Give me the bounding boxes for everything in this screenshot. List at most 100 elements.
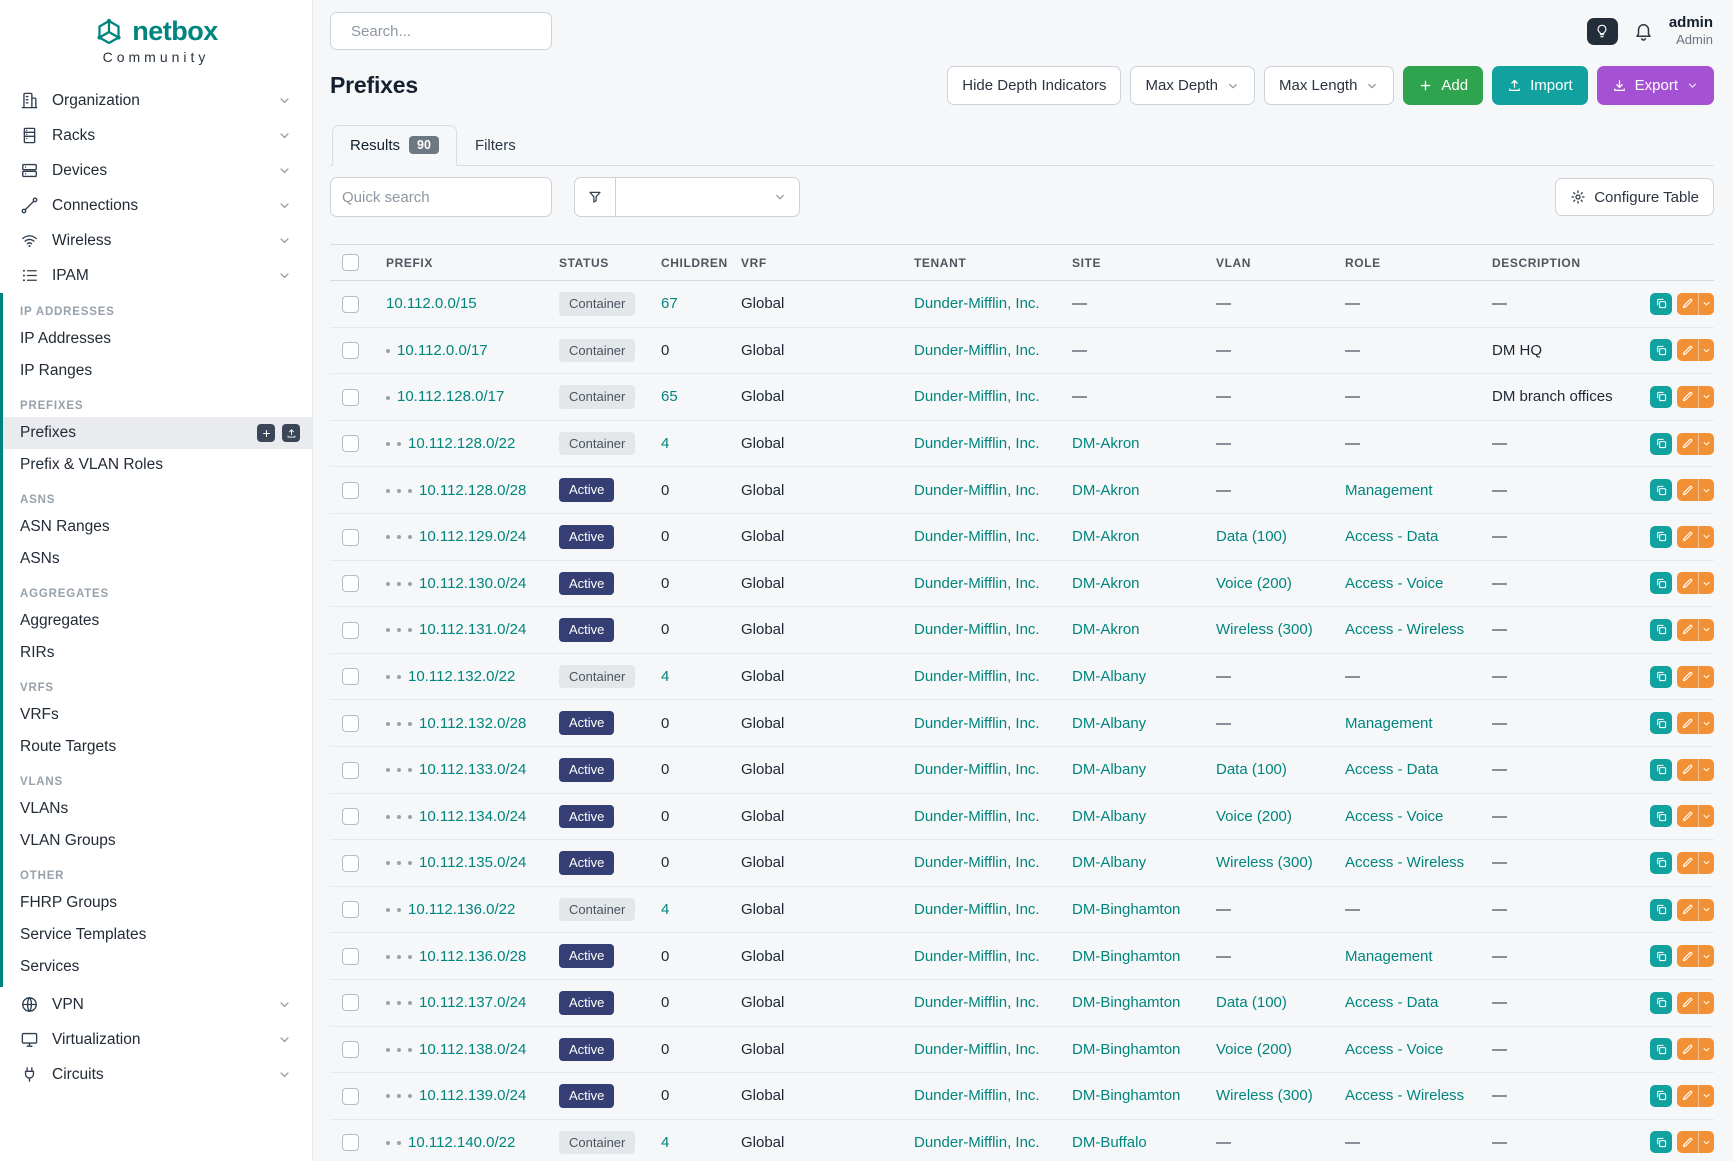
tenant-link[interactable]: Dunder-Mifflin, Inc. bbox=[914, 341, 1040, 359]
site-link[interactable]: DM-Akron bbox=[1072, 435, 1140, 453]
filter-button[interactable] bbox=[574, 177, 616, 217]
export-button[interactable]: Export bbox=[1596, 66, 1714, 105]
sidebar-item-circuits[interactable]: Circuits bbox=[0, 1057, 312, 1092]
sidebar-item-services[interactable]: Services bbox=[3, 951, 312, 983]
site-link[interactable]: DM-Buffalo bbox=[1072, 1133, 1147, 1151]
tenant-link[interactable]: Dunder-Mifflin, Inc. bbox=[914, 714, 1040, 732]
row-checkbox[interactable] bbox=[342, 435, 359, 453]
site-link[interactable]: DM-Binghamton bbox=[1072, 994, 1181, 1012]
tenant-link[interactable]: Dunder-Mifflin, Inc. bbox=[914, 621, 1040, 639]
sidebar-item-connections[interactable]: Connections bbox=[0, 188, 312, 223]
column-header-vrf[interactable]: VRF bbox=[731, 244, 904, 281]
role-link[interactable]: Access - Data bbox=[1345, 994, 1439, 1012]
edit-button[interactable] bbox=[1677, 898, 1698, 921]
sidebar-item-devices[interactable]: Devices bbox=[0, 153, 312, 188]
edit-dropdown-button[interactable] bbox=[1698, 618, 1714, 641]
vlan-link[interactable]: Voice (200) bbox=[1216, 807, 1292, 825]
children-count-link[interactable]: 4 bbox=[661, 901, 670, 919]
site-link[interactable]: DM-Binghamton bbox=[1072, 1087, 1181, 1105]
site-link[interactable]: DM-Albany bbox=[1072, 854, 1147, 872]
edit-dropdown-button[interactable] bbox=[1698, 572, 1714, 595]
tenant-link[interactable]: Dunder-Mifflin, Inc. bbox=[914, 994, 1040, 1012]
site-link[interactable]: DM-Binghamton bbox=[1072, 947, 1181, 965]
role-link[interactable]: Management bbox=[1345, 714, 1433, 732]
sidebar-item-aggregates[interactable]: Aggregates bbox=[3, 605, 312, 637]
edit-button[interactable] bbox=[1677, 712, 1698, 735]
prefix-link[interactable]: 10.112.0.0/17 bbox=[397, 341, 488, 359]
vlan-link[interactable]: Voice (200) bbox=[1216, 1040, 1292, 1058]
row-checkbox[interactable] bbox=[342, 621, 359, 639]
site-link[interactable]: DM-Albany bbox=[1072, 714, 1147, 732]
tab-results[interactable]: Results 90 bbox=[332, 125, 457, 166]
site-link[interactable]: DM-Albany bbox=[1072, 668, 1147, 686]
tenant-link[interactable]: Dunder-Mifflin, Inc. bbox=[914, 1133, 1040, 1151]
row-checkbox[interactable] bbox=[342, 714, 359, 732]
saved-filter-select[interactable] bbox=[616, 177, 800, 217]
edit-button[interactable] bbox=[1677, 572, 1698, 595]
edit-dropdown-button[interactable] bbox=[1698, 479, 1714, 502]
vlan-link[interactable]: Data (100) bbox=[1216, 761, 1287, 779]
site-link[interactable]: DM-Akron bbox=[1072, 481, 1140, 499]
edit-button[interactable] bbox=[1677, 432, 1698, 455]
row-checkbox[interactable] bbox=[342, 994, 359, 1012]
clone-button[interactable] bbox=[1650, 945, 1672, 968]
vlan-link[interactable]: Wireless (300) bbox=[1216, 621, 1313, 639]
tenant-link[interactable]: Dunder-Mifflin, Inc. bbox=[914, 854, 1040, 872]
children-count-link[interactable]: 4 bbox=[661, 668, 670, 686]
prefix-link[interactable]: 10.112.131.0/24 bbox=[419, 621, 527, 639]
edit-dropdown-button[interactable] bbox=[1698, 1131, 1714, 1154]
user-menu[interactable]: admin Admin bbox=[1669, 14, 1713, 48]
quick-search[interactable] bbox=[330, 177, 552, 217]
sidebar-item-vlan-groups[interactable]: VLAN Groups bbox=[3, 825, 312, 857]
brand[interactable]: netbox Community bbox=[0, 0, 312, 75]
sidebar-item-vrfs[interactable]: VRFs bbox=[3, 699, 312, 731]
edit-dropdown-button[interactable] bbox=[1698, 339, 1714, 362]
edit-dropdown-button[interactable] bbox=[1698, 758, 1714, 781]
edit-dropdown-button[interactable] bbox=[1698, 665, 1714, 688]
quick-import-button[interactable] bbox=[282, 424, 300, 442]
row-checkbox[interactable] bbox=[342, 528, 359, 546]
tenant-link[interactable]: Dunder-Mifflin, Inc. bbox=[914, 1040, 1040, 1058]
prefix-link[interactable]: 10.112.130.0/24 bbox=[419, 574, 527, 592]
row-checkbox[interactable] bbox=[342, 854, 359, 872]
tenant-link[interactable]: Dunder-Mifflin, Inc. bbox=[914, 528, 1040, 546]
row-checkbox[interactable] bbox=[342, 388, 359, 406]
edit-button[interactable] bbox=[1677, 618, 1698, 641]
row-checkbox[interactable] bbox=[342, 808, 359, 826]
sidebar-item-ip-ranges[interactable]: IP Ranges bbox=[3, 355, 312, 387]
hide-depth-indicators-button[interactable]: Hide Depth Indicators bbox=[947, 66, 1122, 105]
prefix-link[interactable]: 10.112.129.0/24 bbox=[419, 528, 527, 546]
column-header-status[interactable]: STATUS bbox=[549, 244, 651, 281]
tenant-link[interactable]: Dunder-Mifflin, Inc. bbox=[914, 947, 1040, 965]
vlan-link[interactable]: Wireless (300) bbox=[1216, 854, 1313, 872]
role-link[interactable]: Management bbox=[1345, 481, 1433, 499]
vlan-link[interactable]: Data (100) bbox=[1216, 994, 1287, 1012]
import-button[interactable]: Import bbox=[1492, 66, 1588, 105]
tenant-link[interactable]: Dunder-Mifflin, Inc. bbox=[914, 295, 1040, 313]
site-link[interactable]: DM-Akron bbox=[1072, 621, 1140, 639]
column-header-children[interactable]: CHILDREN bbox=[651, 244, 731, 281]
theme-toggle-button[interactable] bbox=[1586, 17, 1618, 45]
row-checkbox[interactable] bbox=[342, 575, 359, 593]
edit-button[interactable] bbox=[1677, 292, 1698, 315]
role-link[interactable]: Access - Data bbox=[1345, 528, 1439, 546]
edit-dropdown-button[interactable] bbox=[1698, 805, 1714, 828]
edit-dropdown-button[interactable] bbox=[1698, 1084, 1714, 1107]
sidebar-item-prefix-vlan-roles[interactable]: Prefix & VLAN Roles bbox=[3, 449, 312, 481]
clone-button[interactable] bbox=[1650, 991, 1672, 1014]
sidebar-item-ip-addresses[interactable]: IP Addresses bbox=[3, 323, 312, 355]
vlan-link[interactable]: Data (100) bbox=[1216, 528, 1287, 546]
clone-button[interactable] bbox=[1650, 618, 1672, 641]
sidebar-item-wireless[interactable]: Wireless bbox=[0, 223, 312, 258]
row-checkbox[interactable] bbox=[342, 342, 359, 360]
sidebar-item-prefixes[interactable]: Prefixes bbox=[3, 417, 312, 449]
edit-dropdown-button[interactable] bbox=[1698, 525, 1714, 548]
edit-dropdown-button[interactable] bbox=[1698, 991, 1714, 1014]
edit-dropdown-button[interactable] bbox=[1698, 945, 1714, 968]
row-checkbox[interactable] bbox=[342, 901, 359, 919]
prefix-link[interactable]: 10.112.0.0/15 bbox=[386, 295, 477, 313]
children-count-link[interactable]: 65 bbox=[661, 388, 678, 406]
prefix-link[interactable]: 10.112.137.0/24 bbox=[419, 994, 527, 1012]
tab-filters[interactable]: Filters bbox=[457, 125, 534, 166]
role-link[interactable]: Management bbox=[1345, 947, 1433, 965]
